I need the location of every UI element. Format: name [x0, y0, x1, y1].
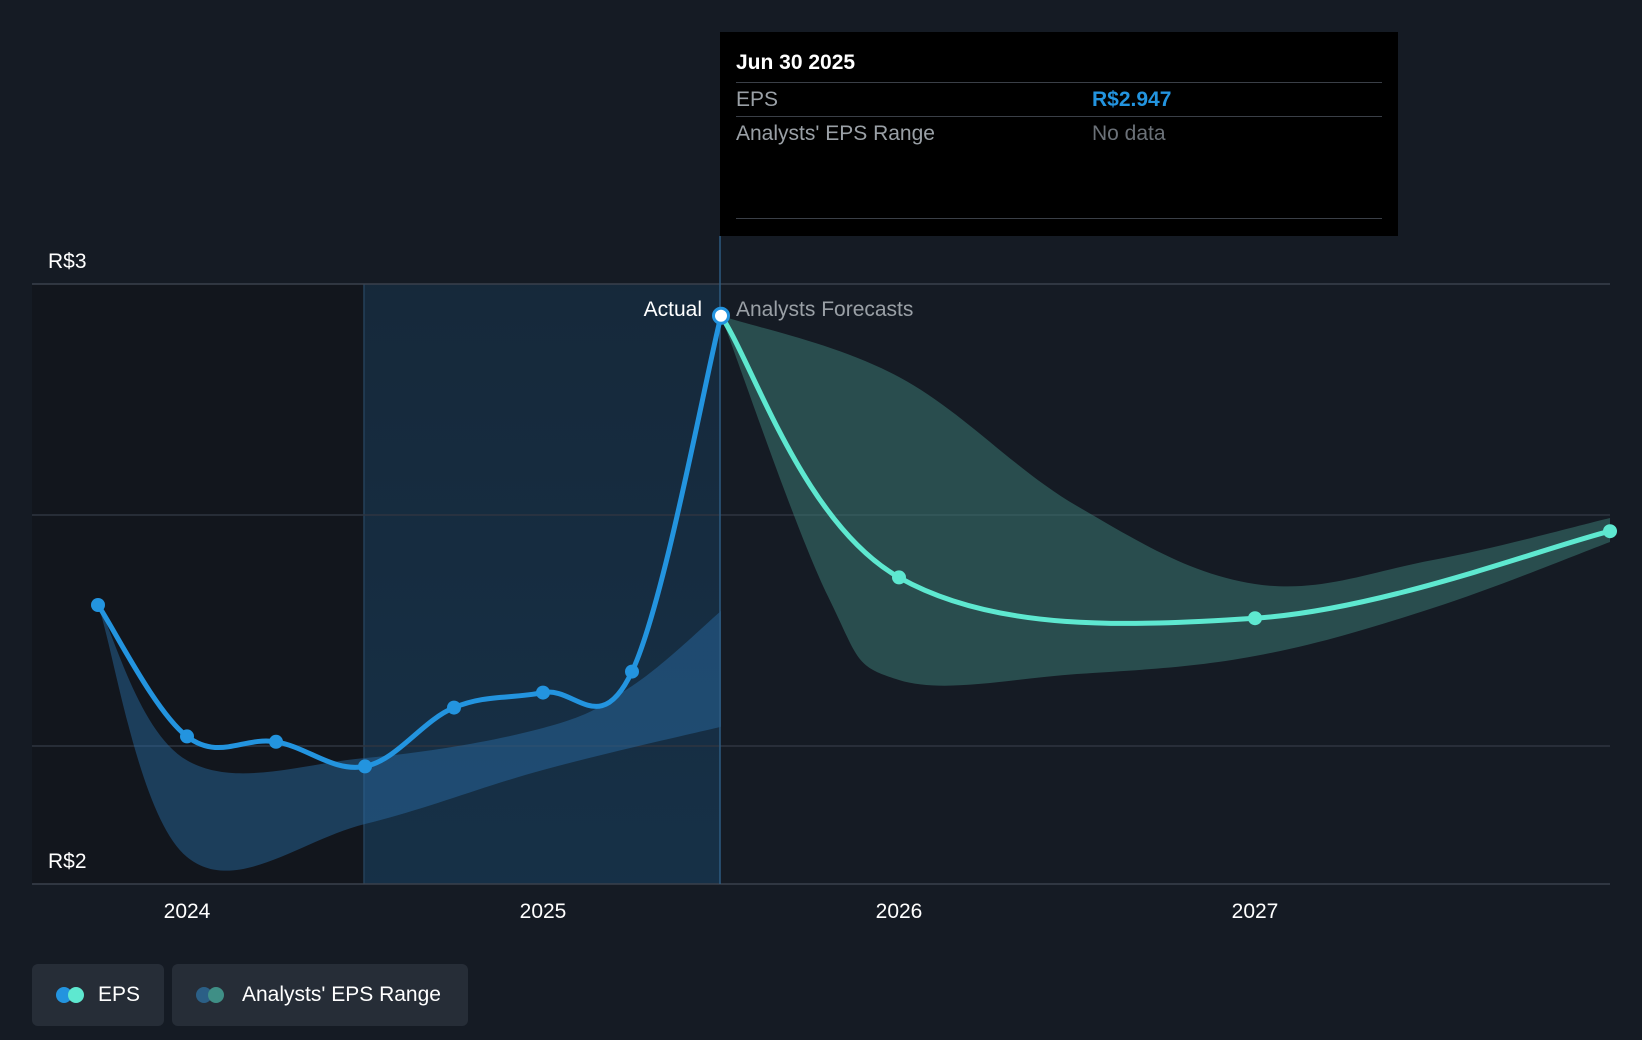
eps-forecast-point-2[interactable] [1248, 611, 1262, 626]
legend-range-label: Analysts' EPS Range [242, 983, 441, 1006]
eps-actual-point-1[interactable] [180, 729, 194, 744]
eps-actual-point-2[interactable] [269, 734, 283, 749]
eps-forecast-point-3[interactable] [1603, 524, 1617, 539]
eps-actual-point-6[interactable] [625, 664, 639, 679]
y-label-bottom: R$2 [48, 850, 87, 873]
tooltip-bottom-divider [736, 218, 1382, 219]
legend-eps[interactable]: EPS [32, 964, 164, 1026]
eps-current-point[interactable] [712, 306, 730, 325]
analysts-eps-range-past [98, 605, 721, 871]
tooltip-row-eps: EPS R$2.947 [736, 82, 1382, 116]
legend-range-icon [196, 986, 226, 1004]
tooltip-range-label: Analysts' EPS Range [736, 121, 935, 145]
tooltip-range-value: No data [1092, 121, 1166, 145]
x-tick-2024: 2024 [164, 900, 211, 923]
legend-eps-icon [56, 986, 84, 1004]
tooltip-eps-label: EPS [736, 87, 779, 111]
forecast-annotation: Analysts Forecasts [736, 298, 913, 321]
eps-actual-point-3[interactable] [358, 759, 372, 774]
tooltip-row-range: Analysts' EPS Range No data [736, 116, 1382, 150]
analysts-eps-range-forecast [721, 315, 1610, 686]
eps-forecast-point-1[interactable] [892, 570, 906, 585]
tooltip-eps-value: R$2.947 [1092, 87, 1172, 111]
tooltip-panel: Jun 30 2025 EPS R$2.947 Analysts' EPS Ra… [720, 32, 1398, 236]
eps-actual-point-5[interactable] [536, 685, 550, 700]
eps-actual-line [95, 313, 724, 770]
eps-actual-point-4[interactable] [447, 700, 461, 715]
eps-forecast-line [718, 313, 1613, 626]
tooltip-date: Jun 30 2025 [736, 51, 856, 74]
eps-actual-point-0[interactable] [91, 598, 105, 612]
x-tick-2027: 2027 [1232, 900, 1279, 923]
x-tick-2026: 2026 [876, 900, 923, 923]
x-tick-2025: 2025 [520, 900, 567, 923]
legend-analysts-range[interactable]: Analysts' EPS Range [172, 964, 468, 1026]
past-dark-region [32, 284, 364, 884]
eps-points [91, 306, 1617, 774]
legend-eps-label: EPS [97, 983, 140, 1006]
actual-annotation: Actual [644, 298, 702, 321]
y-label-top: R$3 [48, 250, 87, 273]
